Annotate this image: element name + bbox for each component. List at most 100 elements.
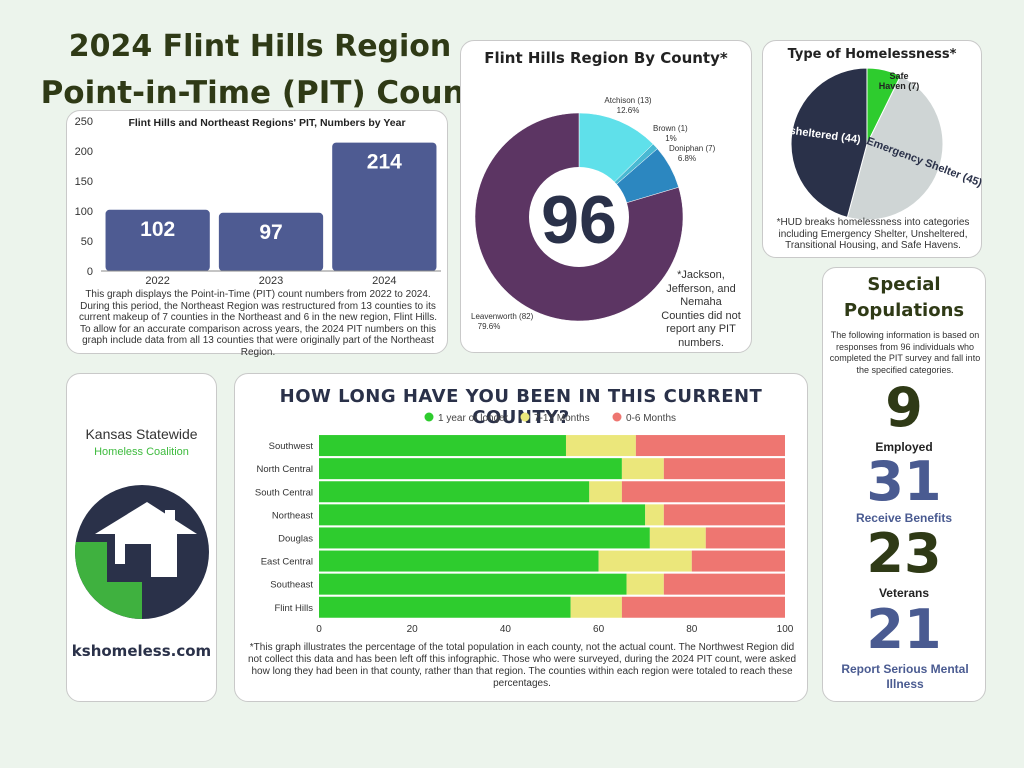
- pit-bar: [105, 209, 210, 271]
- county-chart-title: Flint Hills Region By County*: [484, 49, 728, 67]
- time-x-tick: 0: [316, 624, 322, 634]
- county-slice-label: Leavenworth (82) 79.6%: [471, 312, 534, 331]
- pit-bar: [218, 212, 324, 271]
- employed-label: Employed: [875, 440, 933, 454]
- mental-illness-count: 21: [866, 598, 942, 661]
- time-bar-segment: [645, 504, 664, 526]
- type-chart-title: Type of Homelessness*: [787, 47, 957, 62]
- time-bar-segment: [598, 550, 692, 572]
- time-bar-segment: [570, 596, 622, 618]
- county-slice-label: Doniphan (7) 6.8%: [669, 144, 716, 163]
- time-bar-segment: [621, 481, 785, 503]
- benefits-label: Receive Benefits: [855, 511, 953, 525]
- time-bar-segment: [649, 527, 706, 549]
- legend-label: 7-12 Months: [534, 413, 590, 424]
- legend-marker: [520, 412, 530, 422]
- pit-chart-title: Flint Hills and Northeast Regions' PIT, …: [128, 117, 405, 129]
- employed-count: 9: [885, 376, 923, 439]
- legend-label: 0-6 Months: [626, 413, 676, 424]
- logo-chimney: [165, 510, 175, 526]
- page-title-line-1: 2024 Flint Hills Region: [68, 29, 452, 64]
- type-card: Type of Homelessness* Safe Haven (7) Emerg…: [762, 40, 983, 258]
- pit-y-tick: 100: [75, 206, 93, 218]
- pit-y-tick: 150: [75, 176, 93, 188]
- county-total: 96: [541, 182, 617, 258]
- pit-bar-value-label: 102: [140, 218, 175, 241]
- legend-marker: [612, 412, 622, 422]
- ksh-card: Kansas Statewide Homeless Coalition ksho…: [66, 373, 217, 702]
- pit-y-tick: 0: [87, 266, 93, 278]
- time-category-label: Flint Hills: [274, 603, 313, 614]
- ksh-house-logo: [75, 485, 209, 619]
- pit-x-tick: 2023: [259, 275, 283, 287]
- type-footnote: *HUD breaks homelessness into categories…: [776, 217, 970, 251]
- county-card: Flint Hills Region By County* 96 Atchison…: [460, 40, 752, 353]
- time-x-tick: 80: [686, 624, 698, 634]
- pit-y-tick: 200: [75, 146, 93, 158]
- time-bar-segment: [319, 481, 590, 503]
- county-time-card: HOW LONG HAVE YOU BEEN IN THIS CURRENT C…: [234, 373, 808, 702]
- time-bar-segment: [663, 458, 785, 480]
- special-title: Special Populations: [823, 272, 985, 324]
- time-bar-segment: [319, 435, 566, 457]
- county-footnote: *Jackson, Jefferson, and Nemaha Counties…: [661, 269, 741, 349]
- logo-window: [129, 548, 147, 558]
- page-title-line-2: Point-in-Time (PIT) Count: [40, 75, 480, 111]
- time-bar-segment: [635, 435, 785, 457]
- time-category-label: Southeast: [270, 580, 313, 591]
- county-donut-chart: 96 Atchison (13) 12.6%Brown (1) 1%Doniphan …: [471, 96, 716, 331]
- time-bar-segment: [565, 435, 636, 457]
- logo-green-section: [75, 542, 142, 619]
- time-bar-segment: [319, 458, 622, 480]
- pit-x-tick: 2024: [372, 275, 396, 287]
- county-time-note: *This graph illustrates the percentage o…: [247, 642, 797, 689]
- time-bar-segment: [319, 573, 627, 595]
- time-x-tick: 100: [777, 624, 794, 634]
- ksh-subtitle: Homeless Coalition: [94, 446, 189, 458]
- time-bar-segment: [626, 573, 664, 595]
- time-bar-segment: [319, 527, 650, 549]
- time-category-label: North Central: [257, 464, 314, 475]
- time-bar-segment: [319, 596, 571, 618]
- pit-bar: [332, 142, 437, 271]
- pit-y-tick: 50: [81, 236, 93, 248]
- pit-bar-value-label: 214: [367, 151, 402, 174]
- time-bar-segment: [663, 573, 785, 595]
- pit-bar-value-label: 97: [259, 221, 282, 244]
- time-bar-segment: [663, 504, 785, 526]
- ksh-name: Kansas Statewide: [85, 426, 198, 442]
- time-category-label: Southwest: [269, 441, 314, 452]
- county-slice-label: Atchison (13) 12.6%: [604, 96, 651, 115]
- time-category-label: Douglas: [278, 533, 313, 544]
- pit-by-year-card: Flint Hills and Northeast Regions' PIT, …: [66, 110, 448, 358]
- time-bar-segment: [621, 458, 664, 480]
- time-bar-segment: [319, 550, 599, 572]
- time-category-label: South Central: [255, 487, 313, 498]
- time-x-tick: 20: [407, 624, 419, 634]
- county-time-chart: 1 year or longer 7-12 Months 0-6 Months 0 20…: [255, 412, 794, 634]
- mental-illness-label: Report Serious Mental Illness: [841, 662, 969, 691]
- type-slice: [846, 75, 944, 221]
- time-category-label: Northeast: [272, 510, 314, 521]
- time-x-tick: 60: [593, 624, 605, 634]
- benefits-count: 31: [866, 450, 942, 513]
- county-slice-label: Brown (1) 1%: [653, 124, 688, 143]
- pit-y-tick: 250: [75, 116, 93, 128]
- special-intro: The following information is based on re…: [829, 330, 981, 375]
- time-x-tick: 40: [500, 624, 512, 634]
- special-title-line-1: Special: [867, 274, 941, 295]
- time-category-label: East Central: [261, 557, 313, 568]
- legend-label: 1 year or longer: [438, 413, 509, 424]
- ksh-url[interactable]: kshomeless.com: [71, 642, 212, 660]
- type-pie-chart: Safe Haven (7)Emergency Shelter (45)Unshe…: [774, 67, 983, 221]
- time-bar-segment: [589, 481, 622, 503]
- veterans-count: 23: [866, 522, 942, 585]
- veterans-label: Veterans: [878, 586, 930, 600]
- special-title-line-2: Populations: [843, 300, 965, 321]
- type-slice: [790, 67, 868, 219]
- county-donut-hole: [529, 167, 629, 267]
- page-title: 2024 Flint Hills Region Point-in-Time (P…: [40, 24, 480, 116]
- time-bar-segment: [319, 504, 646, 526]
- legend-marker: [424, 412, 434, 422]
- pit-x-tick: 2022: [145, 275, 169, 287]
